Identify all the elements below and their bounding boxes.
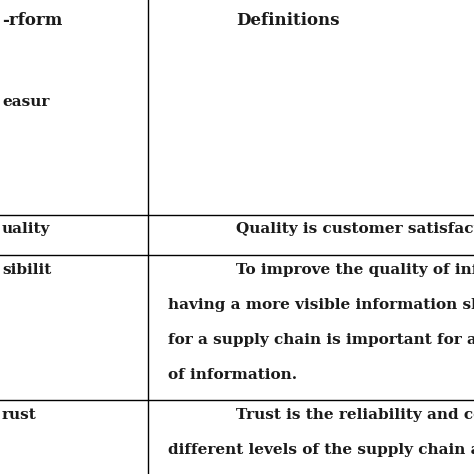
Text: To improve the quality of information trans: To improve the quality of information tr… bbox=[236, 263, 474, 277]
Text: for a supply chain is important for accurate and fas: for a supply chain is important for accu… bbox=[168, 333, 474, 347]
Text: uality: uality bbox=[2, 222, 50, 236]
Text: Trust is the reliability and consistency betw: Trust is the reliability and consistency… bbox=[236, 408, 474, 422]
Text: rust: rust bbox=[2, 408, 37, 422]
Text: easur: easur bbox=[2, 95, 49, 109]
Text: Quality is customer satisfaction or fitness fe: Quality is customer satisfaction or fitn… bbox=[236, 222, 474, 236]
Text: Definitions: Definitions bbox=[236, 12, 339, 29]
Text: having a more visible information sharing system.: having a more visible information sharin… bbox=[168, 298, 474, 312]
Text: of information.: of information. bbox=[168, 368, 297, 382]
Text: -rform: -rform bbox=[2, 12, 63, 29]
Text: sibilit: sibilit bbox=[2, 263, 51, 277]
Text: different levels of the supply chain and enhances th: different levels of the supply chain and… bbox=[168, 443, 474, 457]
